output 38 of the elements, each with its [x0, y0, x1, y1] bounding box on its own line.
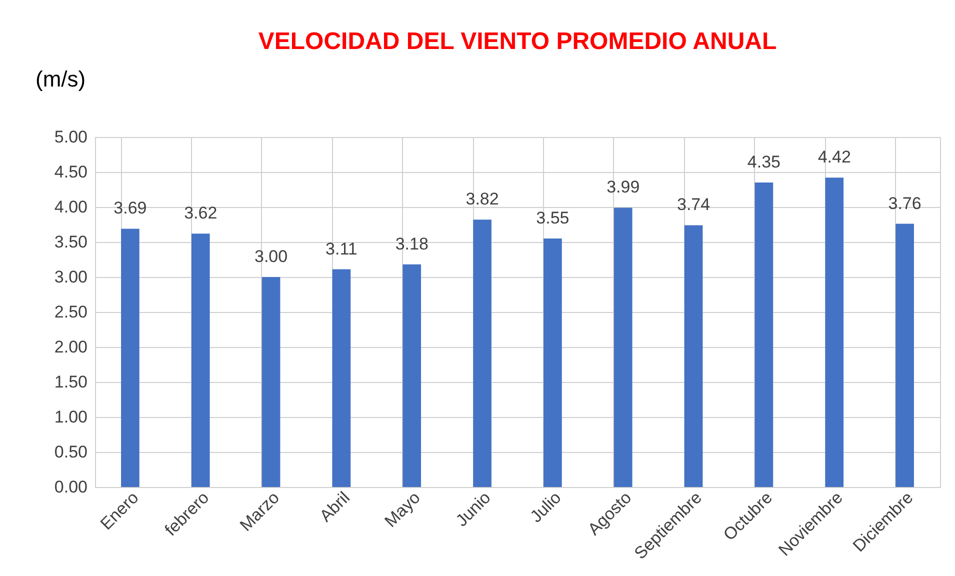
y-tick-label: 4.50	[54, 162, 88, 182]
bar	[191, 234, 210, 487]
y-tick-label: 1.50	[54, 372, 88, 392]
data-label: 3.69	[114, 198, 147, 218]
data-label: 4.42	[818, 148, 851, 167]
data-label: 3.18	[395, 234, 428, 254]
y-tick-label: 4.00	[54, 198, 88, 216]
y-tick-label: 0.00	[54, 478, 88, 496]
bar	[473, 220, 492, 487]
bar	[896, 224, 914, 487]
y-tick-label: 0.50	[54, 442, 88, 462]
y-axis-title: (m/s)	[36, 66, 86, 92]
bar	[825, 178, 844, 487]
data-label: 3.74	[676, 195, 710, 214]
bar	[262, 277, 280, 487]
data-label: 3.99	[606, 178, 640, 197]
bar	[754, 182, 774, 487]
x-tick-label: Julio	[526, 488, 565, 526]
data-label: 3.00	[254, 247, 288, 266]
bar	[402, 264, 422, 487]
data-label: 3.62	[184, 204, 218, 223]
y-tick-label: 3.00	[54, 268, 88, 286]
y-tick-label: 2.00	[54, 338, 88, 356]
y-tick-label: 3.50	[54, 232, 88, 252]
bar	[121, 228, 140, 487]
bar	[332, 269, 351, 487]
bar	[614, 208, 632, 487]
data-label: 3.76	[888, 194, 922, 213]
y-tick-label: 2.50	[54, 302, 88, 322]
data-label: 3.11	[326, 239, 358, 258]
chart-title: VELOCIDAD DEL VIENTO PROMEDIO ANUAL	[258, 28, 777, 55]
bar	[544, 238, 562, 487]
data-label: 3.82	[466, 190, 499, 209]
bar	[684, 225, 703, 487]
data-label: 3.55	[536, 208, 570, 228]
y-tick-label: 1.00	[54, 408, 88, 426]
y-tick-label: 5.00	[54, 128, 88, 146]
data-label: 4.35	[747, 152, 781, 172]
